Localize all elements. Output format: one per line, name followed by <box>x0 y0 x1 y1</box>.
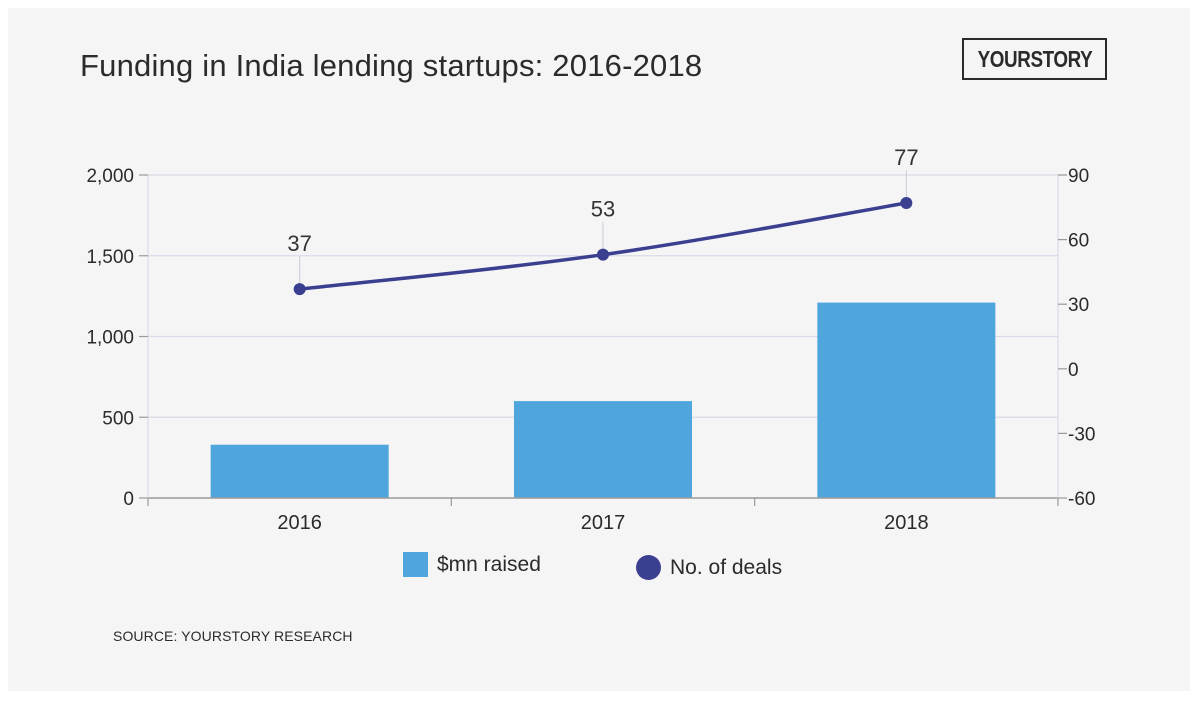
source-note: SOURCE: YOURSTORY RESEARCH <box>113 628 353 644</box>
line-series: 37 53 77 <box>287 145 919 296</box>
y-right-tick-label-90: 90 <box>1068 166 1089 187</box>
legend-label-deals: No. of deals <box>670 555 783 579</box>
deals-label-2016: 37 <box>287 231 311 256</box>
deals-point-2016 <box>293 283 306 296</box>
x-tick-label-2016: 2016 <box>277 512 322 534</box>
x-tick-label-2017: 2017 <box>581 512 626 534</box>
y-left-tick-label-1500: 1,500 <box>86 247 134 268</box>
axes <box>139 174 1067 506</box>
yourstory-logo: YOURSTORY <box>962 38 1107 80</box>
y-right-tick-label-30: 30 <box>1068 295 1089 316</box>
legend-item-raised[interactable]: $mn raised <box>403 552 541 577</box>
bar-2018 <box>817 302 996 498</box>
deals-label-2018: 77 <box>894 145 918 170</box>
chart-legend: $mn raised No. of deals <box>0 552 1200 584</box>
y-left-tick-label-0: 0 <box>123 489 134 510</box>
y-right-tick-label-0: 0 <box>1068 360 1079 381</box>
deals-point-2017 <box>597 248 609 261</box>
tick-labels: 0 500 1,000 1,500 2,000 -60 -30 0 30 60 90 2016 2017… <box>86 166 1095 534</box>
bar-2016 <box>210 444 389 498</box>
chart-title: Funding in India lending startups: 2016-… <box>80 48 703 83</box>
legend-swatch-dot <box>636 555 661 580</box>
y-right-tick-label--30: -30 <box>1068 424 1095 445</box>
legend-label-raised: $mn raised <box>437 552 541 576</box>
bar-2017 <box>514 401 692 498</box>
y-right-tick-label--60: -60 <box>1068 489 1095 510</box>
bar-series <box>210 302 996 498</box>
legend-swatch-bar <box>403 552 428 577</box>
y-left-tick-label-2000: 2,000 <box>86 166 134 187</box>
y-left-tick-label-1000: 1,000 <box>86 328 134 349</box>
y-left-tick-label-500: 500 <box>102 408 134 429</box>
deals-point-2018 <box>900 196 913 209</box>
legend-item-deals[interactable]: No. of deals <box>636 555 782 580</box>
deals-label-2017: 53 <box>591 197 615 222</box>
x-tick-label-2018: 2018 <box>884 512 929 534</box>
y-right-tick-label-60: 60 <box>1068 231 1089 252</box>
